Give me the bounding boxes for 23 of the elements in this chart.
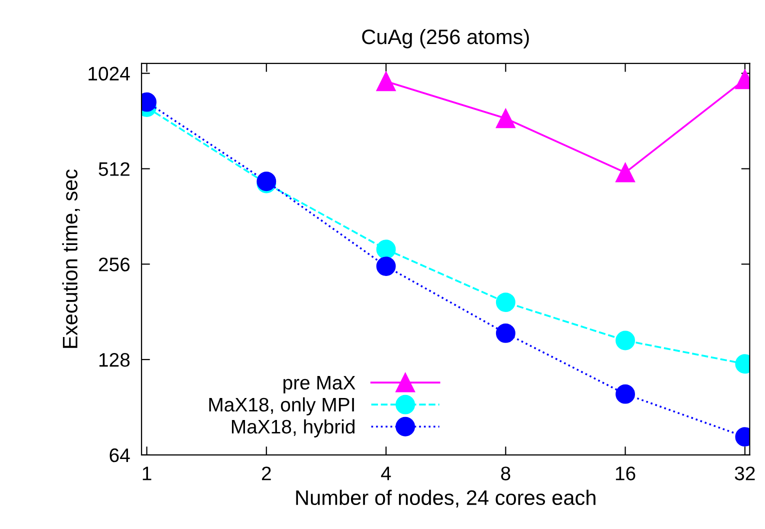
y-tick-label: 64 xyxy=(110,448,130,462)
x-tick-label: 8 xyxy=(501,466,510,480)
point xyxy=(376,72,396,92)
legend-label: MaX18, hybrid xyxy=(232,419,354,438)
chart-title: CuAg (256 atoms) xyxy=(362,28,529,48)
y-tick-label: 1024 xyxy=(88,66,130,81)
x-tick-label: 32 xyxy=(734,466,755,480)
legend-label: pre MaX xyxy=(284,376,356,394)
y-tick-label: 128 xyxy=(99,353,130,367)
x-tick-label: 1 xyxy=(142,466,152,480)
y-tick-label: 512 xyxy=(98,162,130,176)
x-tick-label: 4 xyxy=(381,466,391,480)
point xyxy=(376,256,396,276)
legend-label: MaX18, only MPI xyxy=(209,397,354,416)
y-tick-label: 256 xyxy=(98,258,130,272)
point xyxy=(496,292,516,312)
y-axis-title: Execution time, sec xyxy=(62,169,80,348)
x-axis-title: Number of nodes, 24 cores each xyxy=(296,490,596,508)
point xyxy=(376,240,396,260)
x-tick-label: 2 xyxy=(262,466,271,480)
x-tick-label: 16 xyxy=(616,466,636,480)
point xyxy=(496,323,516,343)
point xyxy=(496,108,516,128)
